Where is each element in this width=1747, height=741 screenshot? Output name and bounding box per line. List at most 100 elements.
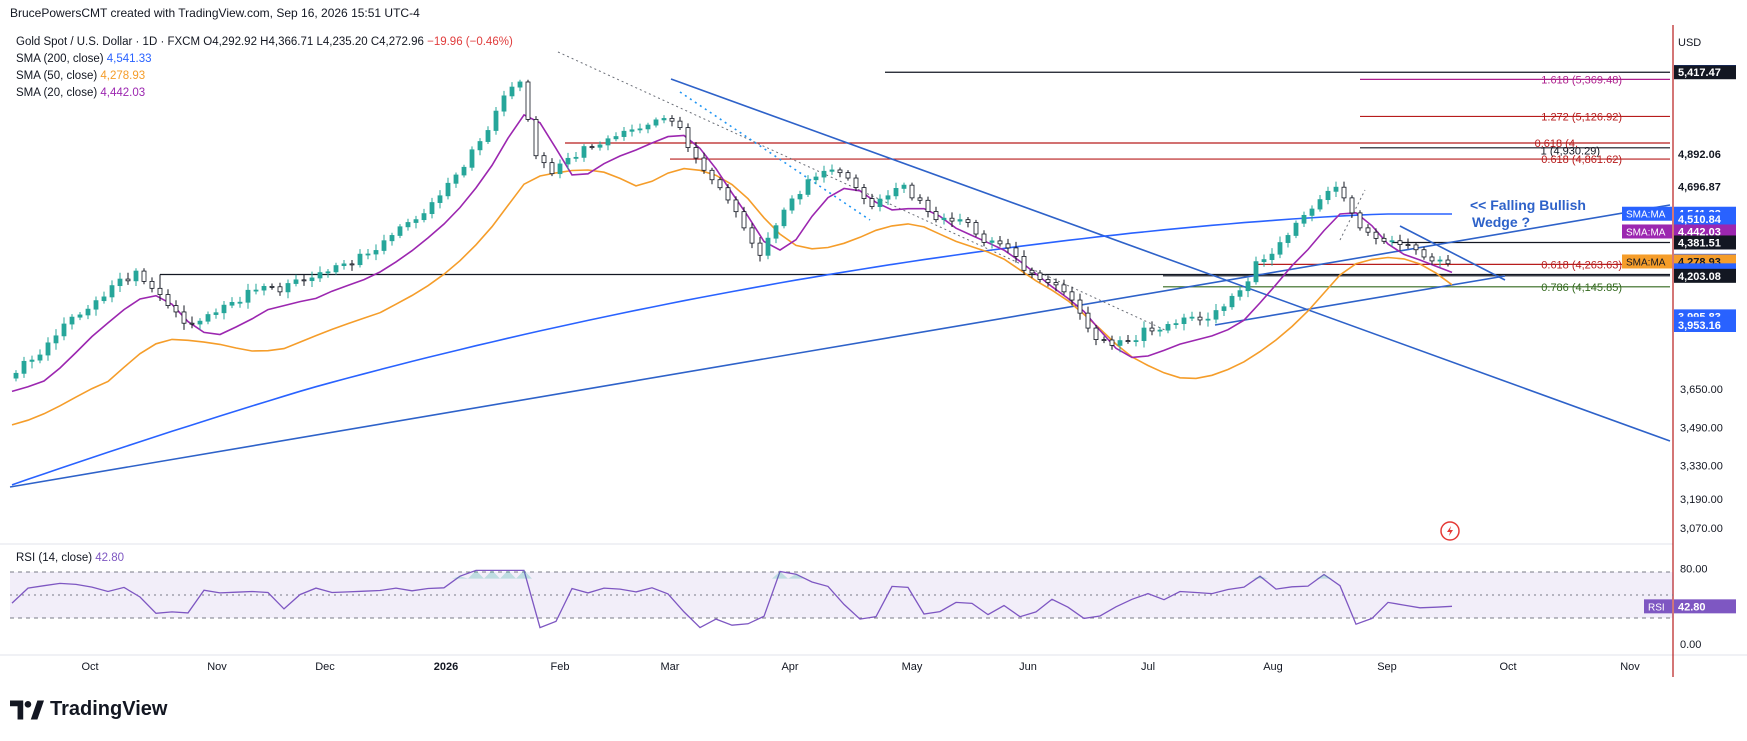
candle-body[interactable] [701, 157, 707, 171]
price-tag[interactable]: 4,442.03 [1678, 226, 1721, 238]
candle-body[interactable] [205, 314, 211, 322]
candle-body[interactable] [1429, 256, 1435, 262]
candle-body[interactable] [653, 119, 659, 126]
candle-body[interactable] [517, 81, 523, 88]
candle-body[interactable] [53, 335, 59, 344]
candle-body[interactable] [861, 187, 867, 199]
candle-body[interactable] [1149, 327, 1155, 332]
candle-body[interactable] [989, 240, 995, 243]
candle-body[interactable] [1181, 317, 1187, 325]
candle-body[interactable] [325, 271, 331, 274]
candle-body[interactable] [749, 227, 755, 244]
candle-body[interactable] [997, 240, 1003, 245]
candle-body[interactable] [829, 169, 835, 172]
candle-body[interactable] [1445, 259, 1451, 265]
candle-body[interactable] [85, 308, 91, 316]
candle-body[interactable] [885, 195, 891, 200]
candle-body[interactable] [1437, 259, 1443, 262]
candle-body[interactable] [1421, 249, 1427, 258]
candle-body[interactable] [605, 138, 611, 146]
sma200-line[interactable] [11, 213, 1452, 486]
candle-body[interactable] [45, 342, 51, 356]
candle-body[interactable] [1221, 306, 1227, 311]
candle-body[interactable] [285, 283, 291, 293]
candle-body[interactable] [173, 305, 179, 313]
candle-body[interactable] [1053, 282, 1059, 286]
candle-body[interactable] [349, 263, 355, 266]
candle-body[interactable] [477, 141, 483, 151]
candle-body[interactable] [397, 226, 403, 236]
price-tag[interactable]: 3,953.16 [1678, 320, 1721, 332]
candle-body[interactable] [893, 188, 899, 197]
candle-body[interactable] [309, 277, 315, 282]
candle-body[interactable] [549, 162, 555, 175]
candle-body[interactable] [141, 270, 147, 282]
candle-body[interactable] [557, 163, 563, 175]
candle-body[interactable] [821, 170, 827, 178]
candle-body[interactable] [813, 176, 819, 181]
candle-body[interactable] [1141, 327, 1147, 342]
candle-body[interactable] [901, 184, 907, 189]
candle-body[interactable] [189, 322, 195, 325]
time-axis[interactable]: Oct Nov Dec 2026 Feb Mar Apr May Jun Jul Aug Sep Oct… [81, 661, 1640, 673]
price-tag[interactable]: 4,510.84 [1678, 214, 1722, 226]
candle-body[interactable] [357, 253, 363, 266]
legend-symbol-row[interactable]: Gold Spot / U.S. Dollar · 1D · FXCM O4,2… [16, 34, 513, 51]
candle-body[interactable] [725, 187, 731, 201]
candle-body[interactable] [429, 202, 435, 215]
candle-body[interactable] [773, 225, 779, 239]
candle-body[interactable] [1037, 272, 1043, 280]
candle-body[interactable] [1213, 310, 1219, 320]
candle-body[interactable] [581, 146, 587, 158]
candle-body[interactable] [181, 311, 187, 324]
candle-body[interactable] [533, 119, 539, 157]
lightning-icon[interactable] [1440, 521, 1460, 541]
sma50-line[interactable] [11, 167, 1453, 426]
candle-body[interactable] [1005, 243, 1011, 249]
candle-body[interactable] [21, 360, 27, 374]
candle-body[interactable] [461, 166, 467, 176]
tradingview-logo[interactable]: TradingView [10, 698, 167, 721]
candle-body[interactable] [1237, 290, 1243, 297]
candle-body[interactable] [1317, 199, 1323, 210]
candle-body[interactable] [1061, 284, 1067, 293]
candle-body[interactable] [1205, 318, 1211, 321]
candle-body[interactable] [1373, 231, 1379, 239]
candle-body[interactable] [229, 302, 235, 306]
candle-body[interactable] [1253, 261, 1259, 283]
candle-body[interactable] [973, 222, 979, 235]
price-tag[interactable]: 4,203.08 [1678, 271, 1721, 283]
candle-body[interactable] [613, 136, 619, 140]
rsi-legend[interactable]: RSI (14, close) 42.80 [16, 552, 124, 564]
candle-body[interactable] [741, 211, 747, 229]
candle-body[interactable] [1085, 312, 1091, 329]
candle-body[interactable] [61, 323, 67, 337]
candle-body[interactable] [405, 222, 411, 228]
candle-body[interactable] [149, 280, 155, 289]
candle-body[interactable] [117, 278, 123, 287]
candle-body[interactable] [1197, 316, 1203, 321]
candle-body[interactable] [1109, 339, 1115, 346]
candle-body[interactable] [197, 320, 203, 325]
candle-body[interactable] [765, 237, 771, 256]
candle-body[interactable] [1077, 299, 1083, 314]
candle-body[interactable] [1189, 316, 1195, 319]
candle-body[interactable] [317, 272, 323, 279]
candle-body[interactable] [1325, 190, 1331, 201]
candle-body[interactable] [301, 279, 307, 282]
candle-body[interactable] [709, 169, 715, 181]
candle-body[interactable] [629, 129, 635, 132]
candle-body[interactable] [909, 184, 915, 199]
candle-body[interactable] [1125, 340, 1131, 343]
candle-body[interactable] [365, 253, 371, 256]
candle-body[interactable] [341, 263, 347, 266]
candle-body[interactable] [1365, 227, 1371, 233]
candle-body[interactable] [1069, 291, 1075, 301]
candle-body[interactable] [253, 289, 259, 292]
candle-body[interactable] [677, 120, 683, 129]
candle-body[interactable] [493, 110, 499, 131]
candle-body[interactable] [1333, 186, 1339, 192]
sma20-line[interactable] [11, 113, 1453, 393]
trendline-dotted-2[interactable] [679, 91, 871, 221]
candle-body[interactable] [781, 209, 787, 227]
